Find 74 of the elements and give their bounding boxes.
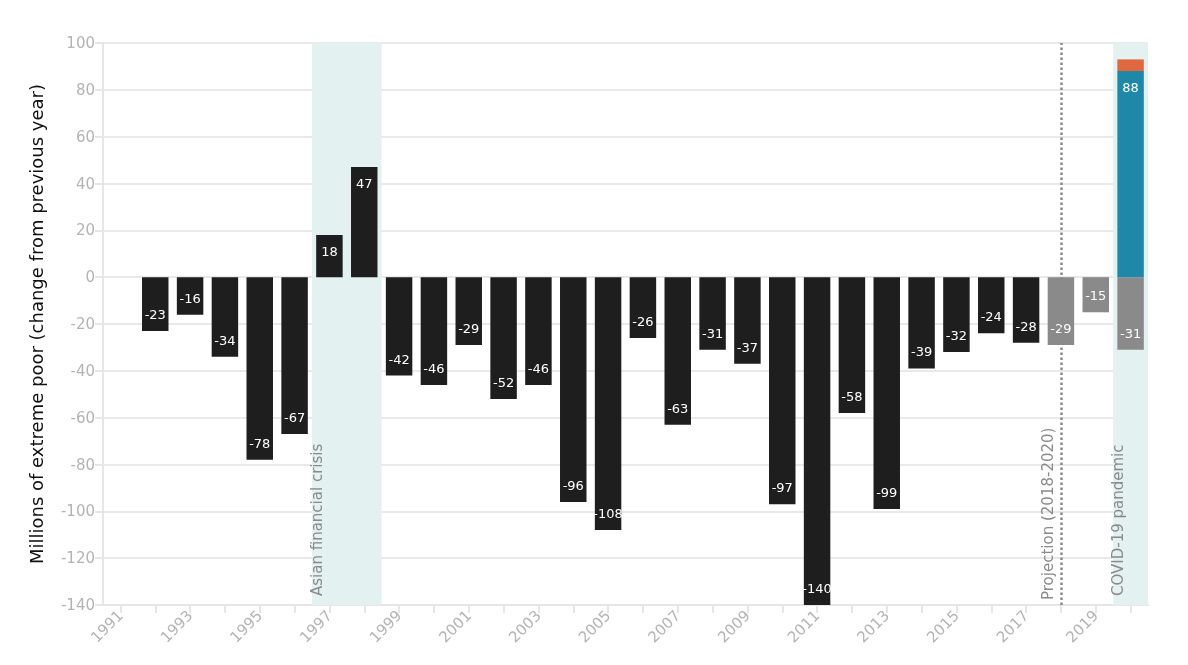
bar xyxy=(490,277,517,399)
y-tick-label: 40 xyxy=(75,174,95,193)
data-label: -29 xyxy=(1050,321,1072,337)
bar xyxy=(734,277,761,364)
bar xyxy=(142,277,169,332)
bar xyxy=(385,277,413,376)
bar xyxy=(838,277,866,413)
y-tick-label: 0 xyxy=(85,268,95,287)
y-tick-label: -60 xyxy=(70,408,95,427)
data-label: -26 xyxy=(632,314,654,330)
bar xyxy=(560,277,587,502)
y-tick-label: -140 xyxy=(60,596,95,614)
y-tick-label: 100 xyxy=(66,34,95,52)
data-label: -31 xyxy=(701,325,724,341)
y-tick-label: -100 xyxy=(60,502,95,521)
bar xyxy=(943,277,970,353)
data-label: -15 xyxy=(1085,288,1107,304)
data-label: -23 xyxy=(144,307,166,323)
data-label: -29 xyxy=(458,321,480,337)
bar xyxy=(873,277,900,509)
bar xyxy=(525,277,552,385)
bar xyxy=(246,277,273,460)
bar xyxy=(1117,59,1144,72)
data-label: 47 xyxy=(355,176,373,192)
y-tick-label: 20 xyxy=(75,221,95,240)
data-label: -37 xyxy=(736,339,759,355)
data-label: -99 xyxy=(876,484,898,500)
data-label: -46 xyxy=(423,360,445,376)
data-label: -78 xyxy=(249,435,271,451)
band-label: COVID-19 pandemic xyxy=(1108,444,1127,596)
y-tick-label: 80 xyxy=(75,80,95,99)
bar xyxy=(316,235,343,278)
bar xyxy=(211,277,239,357)
data-label: -34 xyxy=(214,332,236,348)
bar xyxy=(594,277,622,531)
data-label: 88 xyxy=(1122,80,1139,96)
data-label: -16 xyxy=(179,290,201,306)
y-tick-label: -20 xyxy=(70,315,95,333)
data-label: -97 xyxy=(771,480,793,496)
bar xyxy=(803,277,831,605)
data-label: -52 xyxy=(492,374,515,390)
y-tick-label: 60 xyxy=(75,127,95,146)
bar xyxy=(769,277,796,505)
data-label: -28 xyxy=(1015,318,1037,334)
y-axis-title: Millions of extreme poor (change from previous year) xyxy=(25,83,47,565)
data-label: -32 xyxy=(945,328,968,344)
bar xyxy=(664,277,691,425)
data-label: -42 xyxy=(388,351,410,367)
data-label: 18 xyxy=(321,244,338,260)
data-label: -39 xyxy=(910,344,933,360)
bar xyxy=(1012,277,1040,343)
bar xyxy=(699,277,726,350)
data-label: -67 xyxy=(283,410,306,426)
data-label: -58 xyxy=(841,388,863,404)
data-label: -63 xyxy=(667,400,689,416)
bar xyxy=(281,277,308,435)
bar xyxy=(629,277,657,339)
data-label: -31 xyxy=(1119,325,1142,341)
band-label: Asian financial crisis xyxy=(307,443,326,596)
data-label: -46 xyxy=(527,360,550,376)
bar xyxy=(455,277,482,346)
bar xyxy=(908,277,935,369)
ref-line-label: Projection (2018-2020) xyxy=(1039,427,1058,600)
y-tick-label: -80 xyxy=(70,455,95,474)
bar xyxy=(1082,277,1109,313)
y-tick-label: -120 xyxy=(60,549,95,568)
bar xyxy=(420,277,448,385)
y-tick-label: -40 xyxy=(70,361,95,380)
bar xyxy=(351,167,378,278)
data-label: -24 xyxy=(980,309,1002,325)
bar xyxy=(176,277,204,315)
bar xyxy=(978,277,1005,334)
data-label: -96 xyxy=(562,477,584,493)
bar xyxy=(1117,277,1144,350)
